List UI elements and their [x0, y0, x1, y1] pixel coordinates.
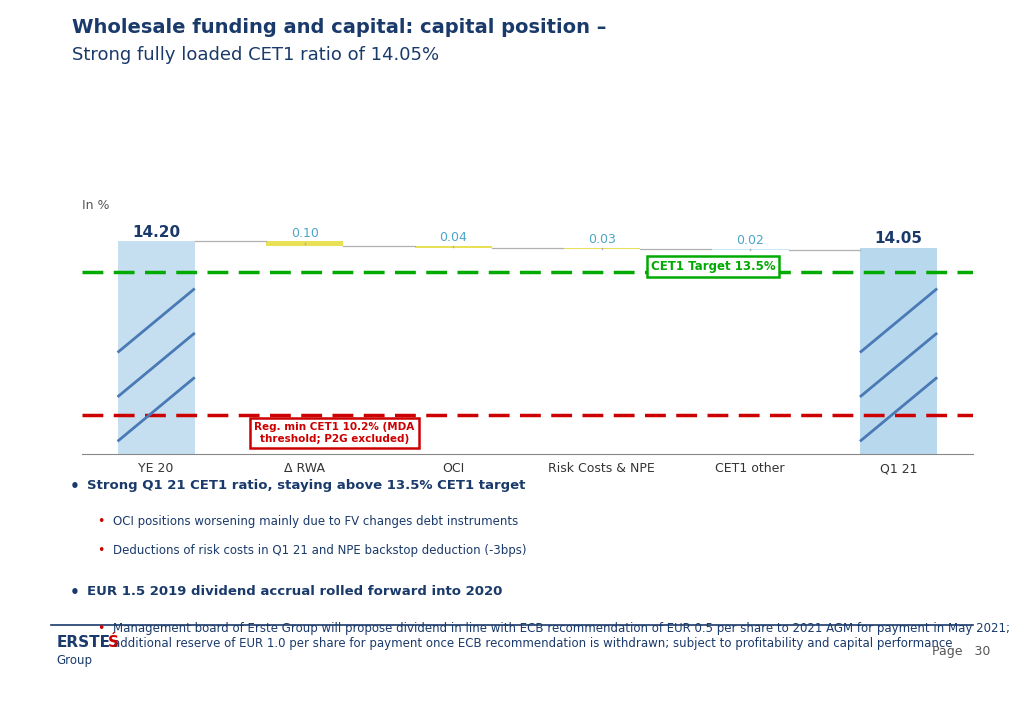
Text: OCI positions worsening mainly due to FV changes debt instruments: OCI positions worsening mainly due to FV…: [113, 515, 518, 528]
Text: EUR 1.5 2019 dividend accrual rolled forward into 2020: EUR 1.5 2019 dividend accrual rolled for…: [87, 585, 503, 598]
Bar: [415, 246, 492, 247]
Text: •: •: [70, 585, 80, 600]
Text: Strong Q1 21 CET1 ratio, staying above 13.5% CET1 target: Strong Q1 21 CET1 ratio, staying above 1…: [87, 479, 525, 491]
Text: 0.04: 0.04: [439, 231, 467, 244]
Text: 0.02: 0.02: [736, 234, 764, 247]
Text: 14.20: 14.20: [132, 225, 180, 240]
Bar: [118, 242, 195, 454]
Text: •: •: [97, 515, 104, 528]
Text: Ś: Ś: [108, 635, 119, 649]
Text: ERSTE: ERSTE: [56, 635, 111, 649]
Text: Deductions of risk costs in Q1 21 and NPE backstop deduction (-3bps): Deductions of risk costs in Q1 21 and NP…: [113, 544, 526, 557]
Text: •: •: [97, 622, 104, 635]
Text: 0.10: 0.10: [291, 227, 318, 240]
Text: In %: In %: [82, 199, 110, 212]
Text: 0.03: 0.03: [588, 233, 615, 246]
Bar: [712, 249, 788, 250]
Text: Management board of Erste Group will propose dividend in line with ECB recommend: Management board of Erste Group will pro…: [113, 622, 1010, 649]
Bar: [860, 248, 937, 454]
Text: Group: Group: [56, 654, 92, 666]
Text: Page   30: Page 30: [932, 645, 990, 658]
Text: •: •: [70, 479, 80, 493]
Bar: [563, 247, 640, 249]
Bar: [266, 242, 343, 246]
Text: Strong fully loaded CET1 ratio of 14.05%: Strong fully loaded CET1 ratio of 14.05%: [72, 46, 439, 64]
Text: •: •: [97, 544, 104, 557]
Text: Wholesale funding and capital: capital position –: Wholesale funding and capital: capital p…: [72, 18, 606, 37]
Text: CET1 Target 13.5%: CET1 Target 13.5%: [650, 260, 775, 273]
Text: 14.05: 14.05: [874, 231, 923, 246]
Text: Reg. min CET1 10.2% (MDA
threshold; P2G excluded): Reg. min CET1 10.2% (MDA threshold; P2G …: [254, 422, 415, 444]
